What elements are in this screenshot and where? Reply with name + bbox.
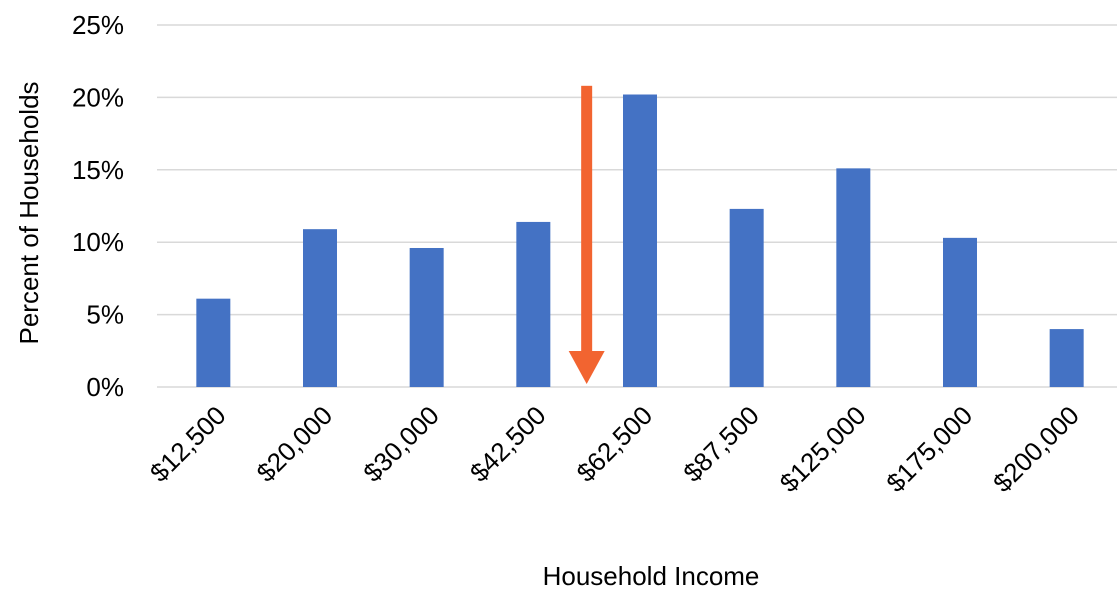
y-axis-tick-labels: 0% 5% 10% 15% 20% 25%: [72, 10, 124, 402]
x-tick-label: $87,500: [677, 400, 765, 488]
bar: [516, 221, 551, 387]
annotations: [568, 85, 605, 384]
x-tick-label: $62,500: [571, 400, 659, 488]
y-tick-label: 0%: [86, 372, 124, 402]
bar: [623, 94, 657, 387]
x-axis-tick-labels: $12,500 $20,000 $30,000 $42,500 $62,500 $87,5…: [144, 400, 1085, 498]
x-axis-title: Household Income: [543, 561, 760, 591]
y-tick-label: 25%: [72, 10, 124, 40]
bar: [1049, 329, 1084, 387]
bar: [196, 298, 231, 387]
y-tick-label: 10%: [72, 227, 124, 257]
x-tick-label: $175,000: [880, 400, 978, 498]
x-tick-label: $200,000: [987, 400, 1085, 498]
y-tick-label: 20%: [72, 82, 124, 112]
bar: [409, 247, 444, 387]
x-tick-label: $30,000: [357, 400, 445, 488]
arrow-shaft: [581, 85, 593, 351]
bars: [196, 94, 1084, 387]
y-tick-label: 5%: [86, 300, 124, 330]
x-tick-label: $42,500: [464, 400, 552, 488]
x-tick-label: $20,000: [251, 400, 339, 488]
bar: [943, 237, 977, 387]
x-tick-label: $125,000: [774, 400, 872, 498]
arrow-head-icon: [568, 351, 605, 384]
y-tick-label: 15%: [72, 155, 124, 185]
bar: [303, 229, 337, 387]
bar: [729, 208, 764, 387]
y-axis-title: Percent of Households: [14, 81, 44, 344]
bar: [836, 168, 871, 387]
x-tick-label: $12,500: [144, 400, 232, 488]
